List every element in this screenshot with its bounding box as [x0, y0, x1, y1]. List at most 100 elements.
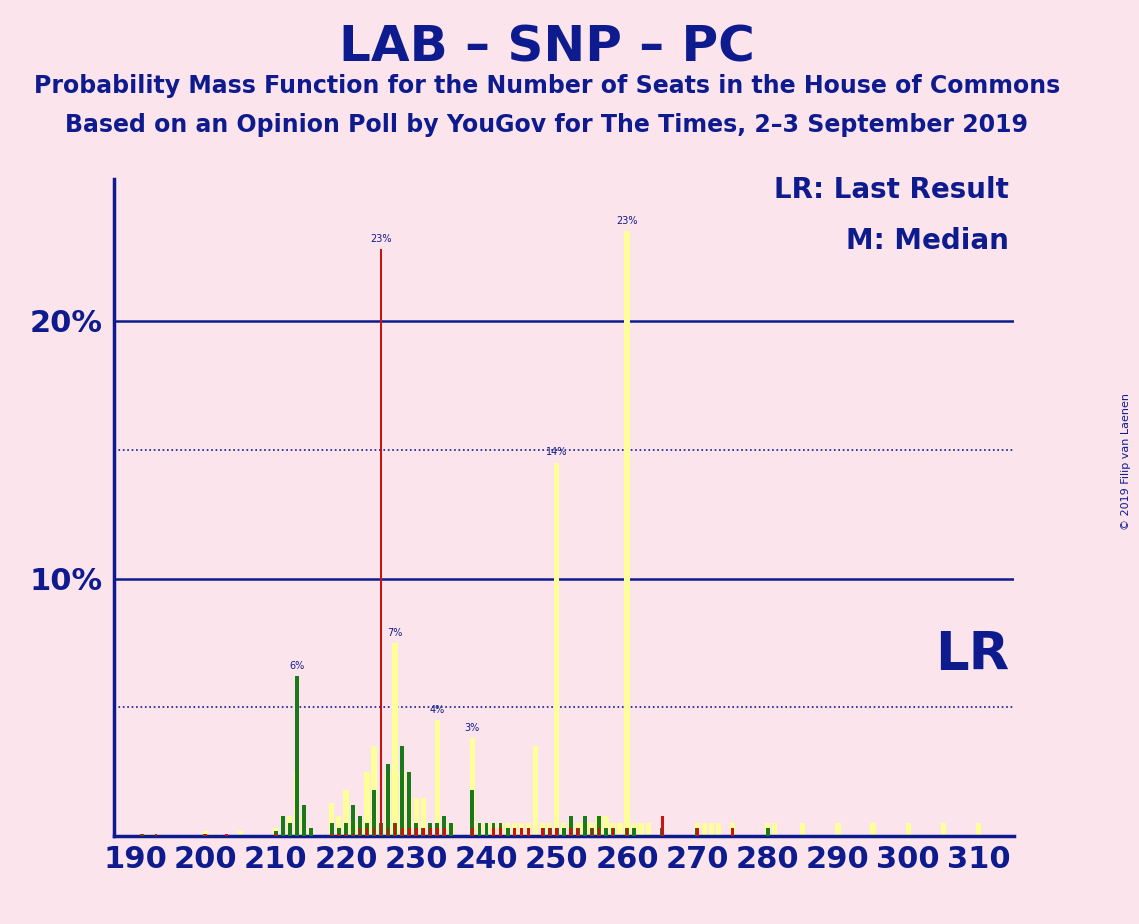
Bar [521, 829, 523, 836]
Bar [443, 829, 445, 836]
Bar [442, 823, 446, 836]
Bar [576, 829, 580, 836]
Text: LAB – SNP – PC: LAB – SNP – PC [338, 23, 755, 71]
Bar [612, 829, 615, 836]
Bar [226, 833, 228, 836]
Bar [533, 746, 539, 836]
Bar [288, 823, 292, 836]
Bar [477, 823, 482, 836]
Bar [351, 823, 355, 836]
Bar [366, 829, 368, 836]
Bar [730, 823, 735, 836]
Bar [570, 829, 572, 836]
Bar [273, 829, 278, 836]
Bar [555, 829, 559, 836]
Bar [413, 797, 419, 836]
Bar [625, 829, 629, 836]
Bar [442, 816, 446, 836]
Bar [337, 829, 341, 836]
Bar [772, 823, 777, 836]
Bar [715, 823, 721, 836]
Text: 23%: 23% [616, 215, 638, 225]
Bar [337, 833, 341, 836]
Bar [604, 829, 608, 836]
Bar [708, 823, 714, 836]
Bar [400, 746, 404, 836]
Bar [140, 833, 144, 836]
Bar [582, 823, 588, 836]
Bar [204, 833, 206, 836]
Bar [401, 829, 403, 836]
Bar [343, 790, 349, 836]
Bar [359, 829, 361, 836]
Text: 3%: 3% [465, 723, 480, 733]
Bar [583, 816, 587, 836]
Bar [696, 829, 699, 836]
Bar [519, 823, 524, 836]
Bar [415, 829, 418, 836]
Bar [598, 829, 600, 836]
Bar [470, 790, 474, 836]
Bar [364, 772, 370, 836]
Bar [330, 823, 334, 836]
Bar [294, 772, 300, 836]
Bar [498, 823, 503, 836]
Bar [484, 823, 489, 836]
Bar [379, 249, 383, 836]
Bar [408, 772, 411, 836]
Bar [731, 829, 734, 836]
Bar [358, 816, 362, 836]
Text: 6%: 6% [289, 662, 304, 672]
Bar [568, 816, 573, 836]
Bar [646, 823, 650, 836]
Bar [344, 833, 347, 836]
Bar [492, 823, 495, 836]
Bar [568, 823, 573, 836]
Bar [393, 823, 398, 836]
Bar [420, 797, 426, 836]
Bar [484, 823, 489, 836]
Bar [632, 829, 636, 836]
Bar [140, 833, 144, 836]
Bar [421, 829, 425, 836]
Bar [941, 823, 947, 836]
Text: M: Median: M: Median [846, 226, 1009, 255]
Bar [400, 772, 404, 836]
Text: 7%: 7% [387, 627, 403, 638]
Bar [541, 829, 544, 836]
Bar [870, 823, 876, 836]
Bar [154, 833, 158, 836]
Bar [287, 816, 293, 836]
Bar [238, 831, 243, 836]
Text: © 2019 Filip van Laenen: © 2019 Filip van Laenen [1121, 394, 1131, 530]
Bar [491, 823, 497, 836]
Bar [351, 806, 355, 836]
Bar [386, 829, 390, 836]
Bar [352, 833, 354, 836]
Bar [590, 829, 593, 836]
Bar [274, 833, 277, 836]
Bar [385, 772, 391, 836]
Bar [511, 823, 517, 836]
Bar [801, 823, 805, 836]
Bar [203, 831, 208, 836]
Bar [639, 823, 644, 836]
Text: Based on an Opinion Poll by YouGov for The Times, 2–3 September 2019: Based on an Opinion Poll by YouGov for T… [65, 113, 1029, 137]
Text: 23%: 23% [370, 234, 392, 244]
Bar [147, 833, 151, 836]
Bar [472, 829, 474, 836]
Bar [295, 676, 298, 836]
Bar [548, 829, 551, 836]
Bar [394, 823, 396, 836]
Text: Probability Mass Function for the Number of Seats in the House of Commons: Probability Mass Function for the Number… [33, 74, 1060, 98]
Bar [436, 829, 439, 836]
Bar [329, 803, 335, 836]
Bar [617, 823, 623, 836]
Bar [379, 823, 383, 836]
Bar [309, 829, 313, 836]
Bar [589, 823, 595, 836]
Text: 14%: 14% [546, 447, 567, 457]
Bar [280, 816, 285, 836]
Bar [906, 823, 911, 836]
Bar [421, 829, 425, 836]
